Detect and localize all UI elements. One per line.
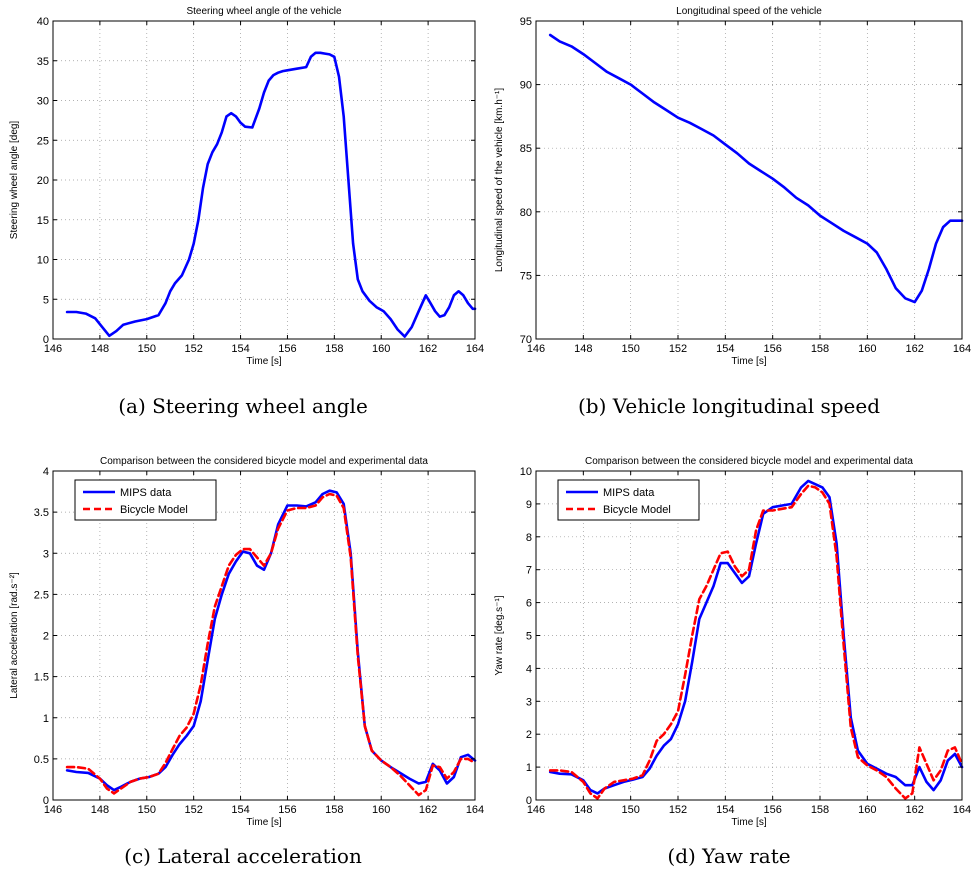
x-tick-label: 150 xyxy=(138,804,156,816)
y-tick-label: 1 xyxy=(526,762,532,774)
legend-label: Bicycle Model xyxy=(120,504,188,516)
x-tick-label: 162 xyxy=(419,804,437,816)
y-tick-label: 8 xyxy=(526,532,532,544)
x-tick-label: 158 xyxy=(811,343,829,355)
y-tick-label: 4 xyxy=(43,466,49,478)
x-tick-label: 150 xyxy=(621,343,639,355)
x-tick-label: 164 xyxy=(953,343,971,355)
y-tick-label: 1.5 xyxy=(34,672,49,684)
legend-label: Bicycle Model xyxy=(603,504,671,516)
x-tick-label: 154 xyxy=(231,343,249,355)
chart-title: Steering wheel angle of the vehicle xyxy=(186,6,342,17)
x-tick-label: 162 xyxy=(905,804,923,816)
caption-a: (a) Steering wheel angle xyxy=(0,394,486,418)
x-tick-label: 152 xyxy=(184,804,202,816)
x-tick-label: 160 xyxy=(372,343,390,355)
y-tick-label: 3.5 xyxy=(34,507,49,519)
x-axis-label: Time [s] xyxy=(731,817,766,828)
x-tick-label: 148 xyxy=(574,804,592,816)
y-axis-label: Longitudinal speed of the vehicle [km.h⁻… xyxy=(494,88,505,272)
y-tick-label: 5 xyxy=(526,631,532,643)
y-tick-label: 4 xyxy=(526,663,532,675)
x-tick-label: 154 xyxy=(231,804,249,816)
chart-title: Comparison between the considered bicycl… xyxy=(100,456,428,467)
y-tick-label: 2.5 xyxy=(34,589,49,601)
y-tick-label: 90 xyxy=(520,80,532,92)
y-tick-label: 40 xyxy=(37,16,49,28)
x-tick-label: 158 xyxy=(811,804,829,816)
x-tick-label: 154 xyxy=(716,804,734,816)
x-axis-label: Time [s] xyxy=(731,356,766,367)
chart-1: 146 148 150 152 154 156 158 160 162 164 70 75 80 85 90… xyxy=(494,6,971,367)
y-tick-label: 75 xyxy=(520,270,532,282)
y-axis-label: Yaw rate [deg.s⁻¹] xyxy=(494,595,505,675)
y-axis-label: Lateral acceleration [rad.s⁻²] xyxy=(9,572,20,699)
x-axis-label: Time [s] xyxy=(246,817,281,828)
x-tick-label: 154 xyxy=(716,343,734,355)
y-tick-label: 7 xyxy=(526,565,532,577)
y-tick-label: 0.5 xyxy=(34,754,49,766)
legend: MIPS data Bicycle Model xyxy=(75,480,216,520)
chart-3: 146 148 150 152 154 156 158 160 162 1640123456789… xyxy=(494,456,971,828)
x-tick-label: 164 xyxy=(953,804,971,816)
x-tick-label: 152 xyxy=(184,343,202,355)
y-tick-label: 0 xyxy=(526,795,532,807)
plot-area xyxy=(53,21,475,339)
legend-label: MIPS data xyxy=(603,487,655,499)
y-tick-label: 85 xyxy=(520,143,532,155)
x-tick-label: 156 xyxy=(763,343,781,355)
y-tick-label: 5 xyxy=(43,294,49,306)
legend-label: MIPS data xyxy=(120,487,172,499)
y-tick-label: 70 xyxy=(520,334,532,346)
x-axis-label: Time [s] xyxy=(246,356,281,367)
caption-c: (c) Lateral acceleration xyxy=(0,844,486,868)
y-tick-label: 0 xyxy=(43,334,49,346)
y-tick-label: 3 xyxy=(526,696,532,708)
chart-2: 146 148 150 152 154 156 158 160 162 164 0 0.5 1 1.5 2 2… xyxy=(9,456,484,828)
x-tick-label: 148 xyxy=(91,343,109,355)
caption-d: (d) Yaw rate xyxy=(486,844,972,868)
y-tick-label: 2 xyxy=(43,631,49,643)
y-tick-label: 2 xyxy=(526,729,532,741)
y-tick-label: 30 xyxy=(37,96,49,108)
y-tick-label: 10 xyxy=(520,466,532,478)
x-tick-label: 148 xyxy=(91,804,109,816)
x-tick-label: 152 xyxy=(669,804,687,816)
x-tick-label: 156 xyxy=(763,804,781,816)
x-tick-label: 164 xyxy=(466,804,484,816)
chart-title: Longitudinal speed of the vehicle xyxy=(676,6,822,17)
y-tick-label: 95 xyxy=(520,16,532,28)
x-tick-label: 160 xyxy=(858,343,876,355)
x-tick-label: 152 xyxy=(669,343,687,355)
x-tick-label: 158 xyxy=(325,804,343,816)
y-tick-label: 3 xyxy=(43,548,49,560)
x-tick-label: 160 xyxy=(858,804,876,816)
y-tick-label: 20 xyxy=(37,175,49,187)
x-tick-label: 158 xyxy=(325,343,343,355)
chart-0: 146 148 150 152 154 156 158 160 162 164 0 5 10 15 20 25… xyxy=(9,6,484,367)
x-tick-label: 156 xyxy=(278,804,296,816)
x-tick-label: 148 xyxy=(574,343,592,355)
y-tick-label: 35 xyxy=(37,56,49,68)
y-tick-label: 9 xyxy=(526,499,532,511)
y-tick-label: 6 xyxy=(526,598,532,610)
x-tick-label: 162 xyxy=(419,343,437,355)
y-tick-label: 10 xyxy=(37,255,49,267)
x-tick-label: 164 xyxy=(466,343,484,355)
y-tick-label: 1 xyxy=(43,713,49,725)
x-tick-label: 150 xyxy=(138,343,156,355)
chart-title: Comparison between the considered bicycl… xyxy=(585,456,913,467)
caption-b: (b) Vehicle longitudinal speed xyxy=(486,394,972,418)
y-tick-label: 80 xyxy=(520,207,532,219)
x-tick-label: 156 xyxy=(278,343,296,355)
y-tick-label: 25 xyxy=(37,135,49,147)
legend: MIPS data Bicycle Model xyxy=(558,480,699,520)
x-tick-label: 160 xyxy=(372,804,390,816)
x-tick-label: 150 xyxy=(621,804,639,816)
y-tick-label: 15 xyxy=(37,215,49,227)
x-tick-label: 162 xyxy=(905,343,923,355)
y-axis-label: Steering wheel angle [deg] xyxy=(9,121,20,240)
y-tick-label: 0 xyxy=(43,795,49,807)
